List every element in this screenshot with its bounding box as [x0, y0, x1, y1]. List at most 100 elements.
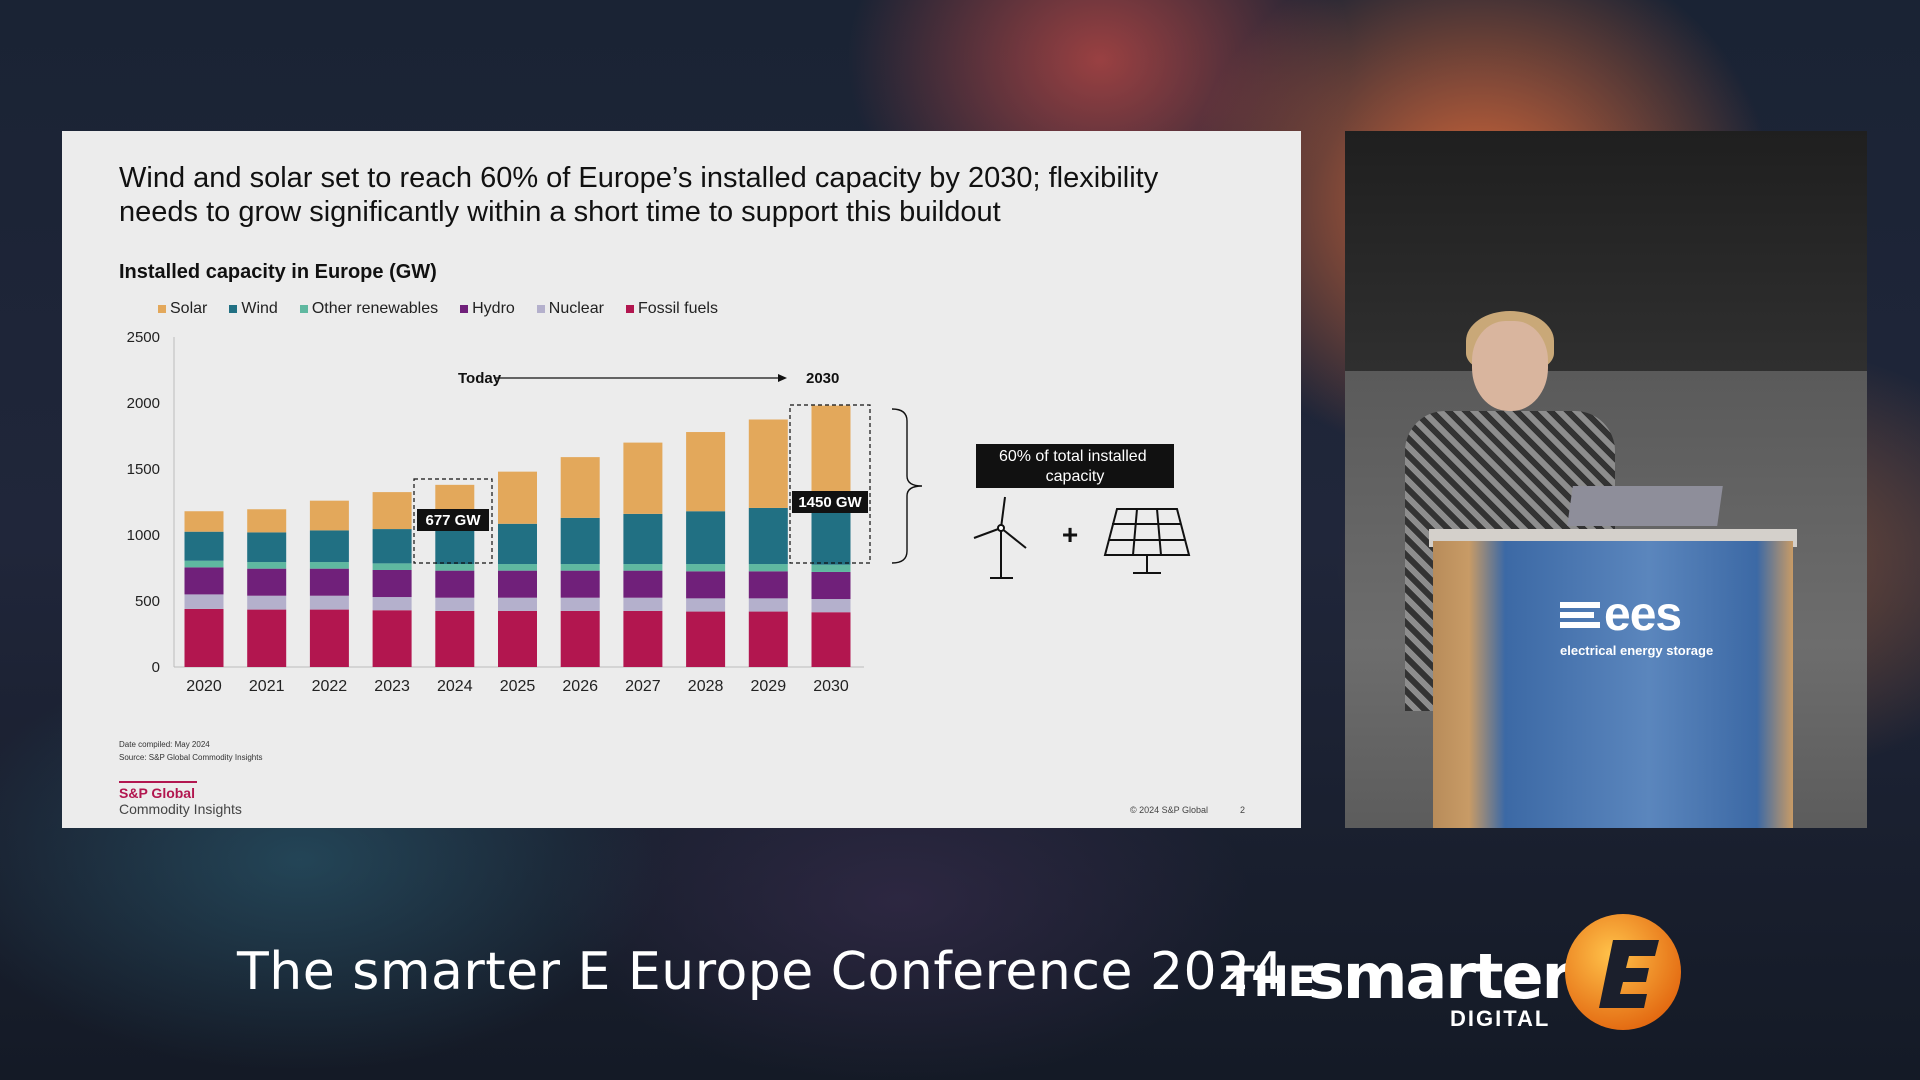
legend-label: Fossil fuels	[637, 300, 718, 317]
bar-segment-nuclear	[748, 598, 788, 612]
ees-mark: ees	[1560, 591, 1710, 639]
conference-title: The smarter E Europe Conference 2024	[237, 942, 1285, 1002]
copyright: © 2024 S&P Global	[1130, 805, 1209, 815]
slide-title: Wind and solar set to reach 60% of Europ…	[119, 162, 1159, 228]
stacked-bar-chart: 0 500 1000 1500 2000 2500 2020 2021 2022 2023 2024…	[127, 329, 1191, 695]
logo-smarter: smarter	[1308, 940, 1572, 1013]
timeline-arrowhead	[778, 374, 787, 382]
chart-bars	[184, 405, 851, 667]
logo-digital: DIGITAL	[1450, 1006, 1551, 1031]
legend-item: Solar	[158, 300, 207, 318]
bar-segment-solar	[309, 500, 349, 531]
laptop	[1567, 486, 1723, 526]
bar-segment-hydro	[811, 571, 851, 600]
ceiling	[1345, 131, 1867, 411]
bar-segment-fossil-fuels	[309, 609, 349, 667]
bar-segment-nuclear	[560, 597, 600, 611]
y-tick-label: 1000	[127, 527, 160, 544]
bar-segment-other-renewables	[686, 564, 726, 572]
bar-segment-solar	[560, 457, 600, 518]
bar-segment-hydro	[498, 570, 537, 598]
bar-segment-wind	[498, 523, 537, 565]
legend-swatch	[229, 305, 238, 313]
legend-swatch	[536, 305, 545, 313]
bar-segment-fossil-fuels	[623, 610, 663, 667]
bar-segment-solar	[372, 492, 412, 530]
y-tick-label: 0	[152, 659, 160, 676]
y-tick-label: 500	[135, 593, 160, 610]
footnote-source: Source: S&P Global Commodity Insights	[119, 753, 263, 762]
solar-panel-icon	[1103, 508, 1191, 574]
bar-segment-wind	[623, 513, 663, 565]
bar-segment-solar	[184, 511, 224, 532]
bar-segment-wind	[560, 517, 600, 565]
bar-segment-nuclear	[498, 597, 537, 611]
x-tick-label: 2025	[500, 678, 536, 695]
bar-segment-hydro	[623, 570, 663, 598]
x-tick-label: 2020	[186, 678, 222, 695]
bar-segment-nuclear	[247, 595, 287, 610]
x-tick-label: 2028	[688, 678, 724, 695]
x-tick-label: 2023	[374, 678, 410, 695]
page-number: 2	[1240, 805, 1246, 815]
ees-bars-icon	[1560, 602, 1600, 628]
bar-segment-hydro	[686, 571, 726, 599]
bar-segment-other-renewables	[560, 564, 600, 571]
bar-segment-solar	[498, 471, 537, 524]
x-tick-label: 2030	[813, 678, 849, 695]
y-tick-label: 1500	[127, 461, 160, 478]
brand-sub: Commodity Insights	[119, 801, 242, 817]
legend-item: Nuclear	[536, 300, 604, 318]
bar-segment-other-renewables	[309, 562, 349, 569]
bar-segment-nuclear	[309, 595, 349, 610]
bar-segment-solar	[811, 405, 851, 507]
bar-segment-hydro	[560, 570, 600, 598]
bar-segment-solar	[247, 509, 287, 533]
slide-footnotes: Date compiled: May 2024 Source: S&P Glob…	[119, 738, 262, 764]
y-tick-label: 2000	[127, 395, 160, 412]
bar-segment-other-renewables	[184, 560, 224, 568]
label-2030-gw: 1450 GW	[798, 494, 862, 511]
brace-icon	[891, 408, 923, 564]
bar-segment-fossil-fuels	[560, 610, 600, 667]
ees-text: ees	[1604, 588, 1682, 641]
brand-line	[119, 781, 197, 783]
logo-the: THE	[1226, 957, 1316, 1006]
legend-label: Nuclear	[548, 300, 604, 317]
bar-segment-fossil-fuels	[811, 612, 851, 667]
legend-label: Other renewables	[311, 300, 439, 317]
ees-subtitle: electrical energy storage	[1560, 643, 1714, 658]
ees-logo: ees electrical energy storage	[1560, 591, 1714, 658]
legend-item: Wind	[229, 300, 278, 318]
bar-segment-solar	[748, 419, 788, 508]
legend-label: Solar	[170, 300, 208, 317]
bar-segment-wind	[435, 527, 475, 565]
wind-turbine-icon	[973, 496, 1027, 579]
label-2024-gw: 677 GW	[425, 512, 481, 529]
label-box-2024	[417, 509, 489, 531]
bar-segment-fossil-fuels	[184, 608, 224, 667]
bar-segment-other-renewables	[372, 563, 412, 570]
x-tick-label: 2024	[437, 678, 473, 695]
chart-annotations: Today 2030 677 GW 1450 GW 60% of total i…	[413, 370, 1191, 579]
legend-swatch	[460, 305, 469, 313]
y-tick-label: 2500	[127, 329, 160, 346]
speaker-video: ees electrical energy storage	[1345, 131, 1867, 828]
logo-e-icon	[1565, 914, 1681, 1030]
bar-segment-nuclear	[184, 594, 224, 609]
highlight-box-2024	[413, 478, 493, 564]
x-tick-label: 2027	[625, 678, 661, 695]
legend-swatch	[299, 305, 308, 313]
label-box-2030	[792, 491, 868, 513]
bar-segment-fossil-fuels	[247, 609, 287, 667]
legend-item: Other renewables	[299, 300, 439, 318]
bar-segment-hydro	[435, 570, 475, 598]
podium	[1433, 541, 1793, 828]
chart-title: Installed capacity in Europe (GW)	[119, 261, 437, 283]
bar-segment-hydro	[247, 568, 287, 596]
legend-label: Hydro	[472, 300, 515, 317]
bar-segment-nuclear	[623, 597, 663, 611]
legend-item: Hydro	[460, 300, 515, 318]
target-year-label: 2030	[806, 370, 839, 387]
bar-segment-nuclear	[686, 598, 726, 612]
